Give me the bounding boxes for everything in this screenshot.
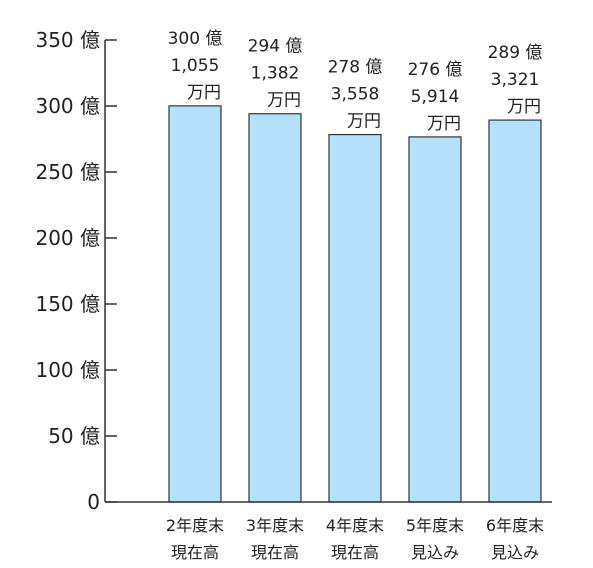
data-label: 万円 bbox=[187, 83, 221, 103]
data-label: 万円 bbox=[427, 114, 461, 134]
data-label: 294 億 bbox=[248, 37, 303, 57]
y-tick-label: 150 億 bbox=[35, 292, 100, 316]
data-label: 278 億 bbox=[328, 58, 383, 78]
data-label: 3,558 bbox=[331, 85, 380, 105]
bars bbox=[168, 105, 542, 503]
x-tick-label: 2年度末 bbox=[166, 516, 224, 535]
data-label: 1,055 bbox=[171, 56, 220, 76]
data-label: 289 億 bbox=[488, 43, 543, 63]
y-tick-label: 0 bbox=[87, 490, 100, 514]
data-label: 万円 bbox=[347, 112, 381, 132]
y-tick-label: 100 億 bbox=[35, 358, 100, 382]
y-axis: 0 50 億 100 億 150 億 200 億 250 億 300 億 350 億 bbox=[35, 28, 117, 514]
y-tick-label: 50 億 bbox=[48, 424, 100, 448]
x-tick-label: 4年度末 bbox=[326, 516, 384, 535]
x-tick-label: 見込み bbox=[491, 543, 539, 562]
bar bbox=[328, 133, 382, 503]
data-labels: 300 億 1,055 万円 294 億 1,382 万円 278 億 3,558 万円 276 … bbox=[168, 29, 543, 134]
y-tick-label: 250 億 bbox=[35, 160, 100, 184]
x-tick-label: 現在高 bbox=[251, 543, 299, 562]
data-label: 万円 bbox=[267, 91, 301, 111]
data-label: 万円 bbox=[507, 97, 541, 117]
x-tick-label: 3年度末 bbox=[246, 516, 304, 535]
y-tick-label: 350 億 bbox=[35, 28, 100, 52]
x-tick-label: 見込み bbox=[411, 543, 459, 562]
y-tick-label: 200 億 bbox=[35, 226, 100, 250]
bar bbox=[408, 136, 462, 503]
bar bbox=[248, 113, 302, 503]
y-tick-label: 300 億 bbox=[35, 94, 100, 118]
bar bbox=[488, 119, 542, 503]
data-label: 5,914 bbox=[411, 87, 460, 107]
bar bbox=[168, 105, 222, 503]
data-label: 300 億 bbox=[168, 29, 223, 49]
data-label: 276 億 bbox=[408, 60, 463, 80]
x-tick-label: 6年度末 bbox=[486, 516, 544, 535]
data-label: 1,382 bbox=[251, 64, 300, 84]
x-tick-label: 5年度末 bbox=[406, 516, 464, 535]
x-tick-label: 現在高 bbox=[331, 543, 379, 562]
x-tick-label: 現在高 bbox=[171, 543, 219, 562]
data-label: 3,321 bbox=[491, 70, 540, 90]
